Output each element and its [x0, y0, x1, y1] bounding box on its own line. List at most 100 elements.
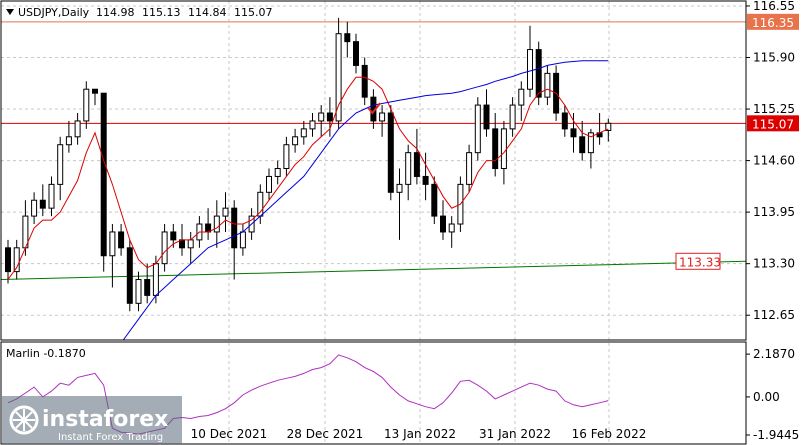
y-tick-label: 116.55	[753, 0, 795, 13]
candle-body	[57, 144, 64, 185]
candle-body	[48, 183, 55, 209]
candle-body	[100, 92, 107, 257]
level-badge-115.07	[747, 115, 799, 132]
candle-body	[231, 207, 238, 249]
slow-ma-line	[122, 60, 609, 340]
instaforex-watermark: instaforex Instant Forex Trading	[2, 396, 182, 444]
candle-body	[579, 136, 586, 154]
candle-body	[283, 144, 290, 170]
candle-body	[5, 247, 11, 273]
checkmark-icon	[367, 102, 382, 115]
candle-body	[396, 183, 403, 193]
candle-body	[292, 136, 299, 146]
candle-body	[448, 223, 455, 233]
dropdown-triangle-icon[interactable]	[6, 9, 14, 15]
candle-body	[109, 231, 116, 257]
candle-body	[318, 112, 325, 122]
marlin-y-tick-label: 0.00	[753, 390, 780, 404]
ohlc-high: 115.13	[142, 6, 181, 19]
candle-body	[509, 104, 516, 130]
candle-body	[335, 33, 342, 122]
instaforex-logo-icon	[9, 405, 39, 435]
candle-body	[474, 104, 481, 154]
y-tick-label: 113.95	[753, 205, 795, 219]
candle-body	[440, 215, 446, 233]
marlin-pane-frame	[0, 341, 747, 445]
y-tick-label: 115.25	[753, 102, 795, 116]
candle-body	[118, 231, 125, 249]
candle-body	[379, 112, 386, 122]
candle-body	[527, 49, 533, 90]
candle-body	[31, 199, 38, 217]
candle-body	[518, 88, 525, 106]
price-pane-frame	[0, 0, 747, 341]
candle-body	[222, 207, 229, 217]
x-tick-label: 13 Jan 2022	[384, 427, 456, 441]
candle-body	[92, 88, 98, 94]
y-tick-label: 112.65	[753, 308, 795, 322]
candle-body	[535, 49, 542, 98]
x-tick-label: 10 Dec 2021	[191, 427, 268, 441]
candle-body	[361, 64, 368, 98]
candle-body	[326, 112, 333, 122]
candle-body	[422, 175, 429, 185]
candle-body	[74, 120, 81, 138]
symbol-title: USDJPY,Daily	[18, 6, 90, 19]
x-tick-label: 31 Jan 2022	[479, 427, 551, 441]
y-tick-label: 114.60	[753, 154, 795, 168]
candle-body	[431, 183, 438, 217]
x-tick-label: 16 Feb 2022	[572, 427, 647, 441]
x-tick-label: 28 Dec 2021	[287, 427, 364, 441]
level-badge-text-115.07: 115.07	[752, 117, 794, 131]
candle-body	[135, 279, 142, 304]
watermark-tagline: Instant Forex Trading	[58, 432, 163, 443]
candle-body	[152, 263, 159, 296]
y-tick-label: 113.30	[753, 257, 795, 271]
support-label: 113.33	[679, 255, 721, 269]
fast-ma-line	[7, 76, 609, 280]
price-plot	[1, 17, 746, 340]
candle-body	[605, 122, 612, 131]
candle-body	[187, 239, 194, 249]
candle-body	[587, 132, 594, 154]
candle-body	[405, 152, 412, 185]
candle-body	[13, 247, 20, 273]
marlin-y-tick-label: 2.1870	[753, 347, 795, 361]
candle-body	[466, 152, 473, 185]
candle-body	[309, 120, 316, 130]
candle-body	[413, 152, 420, 177]
grid	[1, 1, 746, 444]
candle-body	[387, 112, 394, 193]
candle-body	[500, 128, 507, 170]
candle-body	[126, 247, 133, 304]
candle-body	[483, 104, 490, 130]
ohlc-open: 114.98	[96, 6, 135, 19]
candle-body	[170, 231, 177, 241]
candle-body	[300, 128, 307, 138]
candle-body	[65, 136, 72, 146]
ohlc-close: 115.07	[234, 6, 273, 19]
support-label-box	[675, 252, 721, 270]
level-badge-116.35	[747, 13, 799, 30]
candle-body	[239, 231, 246, 249]
marlin-y-tick-label: -1.9445	[753, 428, 799, 442]
candle-body	[266, 175, 272, 193]
watermark-brand: instaforex	[42, 407, 168, 432]
axes	[0, 0, 750, 445]
candle-body	[544, 72, 551, 98]
labels: USDJPY,Daily 114.98 115.13 114.84 115.07…	[6, 0, 799, 442]
candle-body	[144, 279, 151, 296]
candle-body	[344, 33, 351, 43]
candle-body	[213, 215, 220, 233]
ohlc-low: 114.84	[188, 6, 227, 19]
level-badge-text-116.35: 116.35	[752, 16, 794, 30]
support-trendline	[1, 260, 746, 281]
candle-body	[83, 88, 90, 122]
marlin-title: Marlin -0.1870	[6, 347, 86, 360]
candle-body	[39, 199, 46, 209]
candle-body	[561, 112, 568, 130]
candle-body	[353, 41, 359, 66]
candle-body	[492, 128, 499, 170]
candle-body	[570, 128, 577, 138]
